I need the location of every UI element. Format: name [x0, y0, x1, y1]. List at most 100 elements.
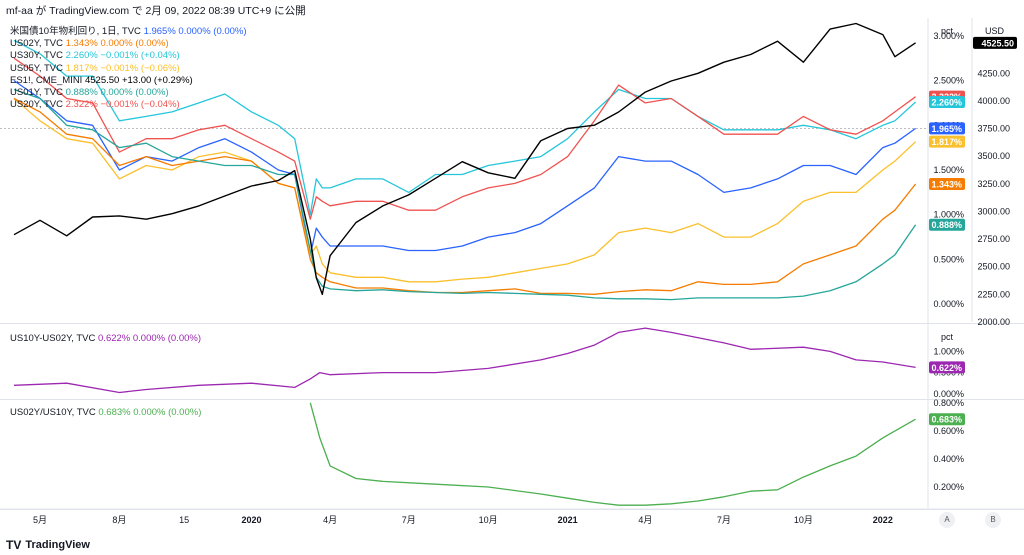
usd-unit-label: USD: [985, 26, 1005, 36]
ratio-tick-label: 0.600%: [933, 426, 964, 436]
last-value-label-us02y: 1.343%: [929, 178, 965, 191]
legend-value: 1.817% −0.001% (−0.06%): [65, 62, 180, 74]
pct-tick-label: 0.500%: [933, 254, 964, 264]
legend-es1[interactable]: ES1!, CME_MINI 4525.50 +13.00 (+0.29%): [10, 75, 193, 86]
legend-us05y[interactable]: US05Y, TVC 1.817% −0.001% (−0.06%): [10, 63, 180, 74]
last-value-label-us10y-bg: [929, 122, 965, 135]
x-tick-label: 7月: [402, 515, 416, 525]
legend-value: 0.622% 0.000% (0.00%): [98, 333, 201, 344]
usd-tick-label: 2250.00: [977, 289, 1010, 299]
legend-value: 1.343% 0.000% (0.00%): [65, 38, 169, 50]
x-tick-label: 2020: [242, 515, 262, 525]
brand-name: TradingView: [25, 539, 90, 551]
pct-unit-label: pct: [941, 26, 954, 36]
legend-value: 0.683% 0.000% (0.00%): [98, 407, 202, 418]
series-line-us05y[interactable]: [13, 98, 917, 283]
legend-name: US10Y-US02Y, TVC: [10, 333, 99, 344]
legend-name: US02Y, TVC: [10, 38, 66, 50]
pct-tick-label: 2.500%: [933, 76, 964, 86]
x-tick-label: 4月: [323, 515, 337, 525]
tradingview-logo-icon: TV: [6, 538, 22, 552]
usd-tick-label: 4250.00: [977, 68, 1010, 78]
last-value-label-es1-text: 4525.50: [981, 38, 1014, 48]
x-tick-label: 10月: [794, 515, 813, 525]
last-value-label-ratio-bg: [929, 413, 965, 426]
series-line-us30y[interactable]: [13, 39, 917, 216]
usd-tick-label: 2000.00: [977, 317, 1010, 327]
settings-b-button[interactable]: B: [985, 512, 1001, 528]
last-value-label-us30y-bg: [929, 96, 965, 109]
spread-tick-label: 1.000%: [933, 346, 964, 356]
legend-name: 米国債10年物利回り, 1日, TVC: [10, 26, 144, 37]
legend-name: US05Y, TVC: [10, 62, 66, 74]
x-tick-label: 7月: [717, 515, 731, 525]
series-line-spread[interactable]: [13, 327, 916, 394]
x-tick-label: 8月: [112, 515, 126, 525]
ratio-tick-label: 0.800%: [933, 398, 964, 408]
spread-tick-label: 0.000%: [933, 389, 964, 399]
legend-us30y[interactable]: US30Y, TVC 2.260% −0.001% (+0.04%): [10, 50, 180, 61]
legend-value: 1.965% 0.000% (0.00%): [143, 26, 247, 37]
legend-name: US01Y, TVC: [10, 87, 66, 98]
ratio-tick-label: 0.400%: [933, 454, 964, 464]
last-value-label-us30y-text: 2.260%: [931, 98, 962, 108]
x-tick-label: 15: [179, 515, 189, 525]
legend-us01y[interactable]: US01Y, TVC 0.888% 0.000% (0.00%): [10, 87, 169, 98]
pct-tick-label: 1.500%: [933, 165, 964, 175]
pct-tick-label: 0.000%: [933, 299, 964, 309]
legend-value: 0.888% 0.000% (0.00%): [65, 87, 169, 98]
usd-tick-label: 4000.00: [977, 96, 1010, 106]
legend-name: ES1!, CME_MINI: [10, 74, 85, 86]
series-line-us01y[interactable]: [13, 88, 917, 301]
usd-tick-label: 3500.00: [977, 151, 1010, 161]
series-line-ratio[interactable]: [309, 402, 916, 506]
last-value-label-us01y: 0.888%: [929, 218, 965, 231]
legend-value: 2.322% −0.001% (−0.04%): [65, 99, 180, 111]
x-tick-label: 2022: [873, 515, 893, 525]
last-value-label-es1: 4525.50: [973, 36, 1017, 49]
legend-us02y[interactable]: US02Y, TVC 1.343% 0.000% (0.00%): [10, 38, 169, 49]
legend-name: US20Y, TVC: [10, 99, 66, 111]
legend-us20y[interactable]: US20Y, TVC 2.322% −0.001% (−0.04%): [10, 99, 180, 110]
last-value-label-us02y-text: 1.343%: [931, 180, 962, 190]
last-value-label-spread-text: 0.622%: [931, 363, 962, 373]
legend-name: US30Y, TVC: [10, 50, 66, 62]
last-value-label-us10y-text: 1.965%: [931, 124, 962, 134]
ratio-tick-label: 0.200%: [933, 482, 964, 492]
x-tick-label: 2021: [558, 515, 578, 525]
last-value-label-us10y: 1.965%: [929, 122, 965, 135]
x-tick-label: 10月: [479, 515, 498, 525]
x-tick-label: 4月: [638, 515, 652, 525]
last-value-label-us05y: 1.817%: [929, 135, 965, 148]
series-line-es1[interactable]: [13, 22, 916, 296]
last-value-label-spread-bg: [929, 361, 965, 374]
last-value-label-us02y-bg: [929, 178, 965, 191]
last-value-label-ratio-text: 0.683%: [931, 415, 962, 425]
series-line-us10y[interactable]: [13, 80, 916, 256]
pct-tick-label: 1.000%: [933, 210, 964, 220]
last-value-label-us30y: 2.260%: [929, 96, 965, 109]
last-value-label-us01y-text: 0.888%: [931, 220, 962, 230]
spread-unit-label: pct: [941, 332, 954, 342]
usd-tick-label: 3750.00: [977, 124, 1010, 134]
last-value-label-us01y-bg: [929, 218, 965, 231]
publish-header: mf-aa が TradingView.com で 2月 09, 2022 08…: [6, 5, 306, 17]
usd-tick-label: 3250.00: [977, 179, 1010, 189]
legend-spread[interactable]: US10Y-US02Y, TVC 0.622% 0.000% (0.00%): [10, 333, 201, 344]
pct-tick-label: 3.000%: [933, 31, 964, 41]
last-value-label-es1-bg: [973, 36, 1017, 49]
legend-value: 4525.50 +13.00 (+0.29%): [84, 74, 193, 86]
last-value-label-us05y-bg: [929, 135, 965, 148]
usd-tick-label: 2750.00: [977, 234, 1010, 244]
last-value-label-ratio: 0.683%: [929, 413, 965, 426]
legend-ratio[interactable]: US02Y/US10Y, TVC 0.683% 0.000% (0.00%): [10, 407, 201, 418]
auto-scale-button[interactable]: A: [939, 512, 955, 528]
legend-us10y[interactable]: 米国債10年物利回り, 1日, TVC 1.965% 0.000% (0.00%…: [10, 26, 247, 37]
usd-tick-label: 2500.00: [977, 262, 1010, 272]
legend-value: 2.260% −0.001% (+0.04%): [65, 50, 180, 62]
x-tick-label: 5月: [33, 515, 47, 525]
usd-tick-label: 3000.00: [977, 206, 1010, 216]
last-value-label-spread: 0.622%: [929, 361, 965, 374]
series-line-us20y[interactable]: [13, 57, 916, 220]
